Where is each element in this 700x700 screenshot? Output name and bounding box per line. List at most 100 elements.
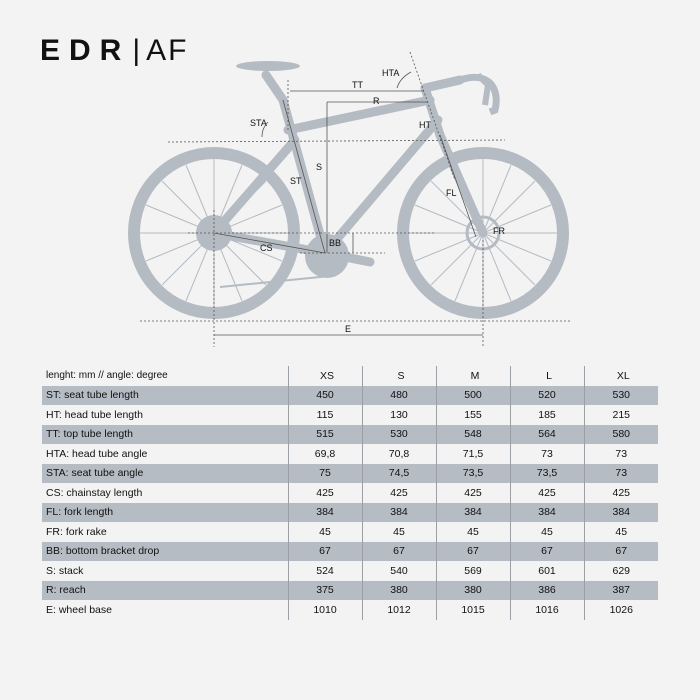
unit-note: lenght: mm // angle: degree [46,370,168,382]
row-label: TT: top tube length [42,424,288,444]
chainring [305,234,349,278]
cell-value: 45 [583,522,658,542]
cell-value: 387 [583,580,658,600]
cell-value: 71,5 [435,444,510,464]
cell-value: 215 [583,405,658,425]
table-row: S: stack 524 540 569 601 629 [42,561,658,581]
size-header-m: M [435,366,510,386]
size-header-xl: XL [583,366,658,386]
cell-value: 540 [361,561,436,581]
cell-value: 425 [435,483,510,503]
cell-value: 380 [361,580,436,600]
title-separator: | [132,34,141,67]
cell-value: 524 [287,561,362,581]
cell-value: 45 [435,522,510,542]
row-label: STA: seat tube angle [42,463,288,483]
cell-value: 1010 [287,600,362,620]
seatstay [209,135,300,238]
cell-value: 384 [583,502,658,522]
label-fl: FL [446,188,457,198]
label-ht: HT [419,120,431,130]
row-label: FL: fork length [42,502,288,522]
seatpost [261,70,288,105]
top-tube [283,95,435,135]
row-label: S: stack [46,564,84,577]
label-tt: TT [352,80,363,90]
table-header-row: lenght: mm // angle: degree XS S M L XL [42,366,658,386]
label-sta: STA [250,118,267,128]
size-header-s: S [361,366,436,386]
cell-value: 384 [435,502,510,522]
cell-value: 73 [583,463,658,483]
size-header-xs: XS [287,366,362,386]
dimension-labels: TT R HTA STA HT S ST FL FR CS BB E [250,68,505,334]
cell-value: 384 [509,502,584,522]
cell-value: 450 [287,385,362,405]
table-row: HT: head tube length 115 130 155 185 215 [42,405,658,425]
label-cs: CS [260,243,273,253]
model-name: AF [146,34,189,67]
cell-value: 629 [583,561,658,581]
label-e: E [345,324,351,334]
table-row: FL: fork length 384 384 384 384 384 [42,502,658,522]
cell-value: 73,5 [435,463,510,483]
bike-geometry-diagram: TT R HTA STA HT S ST FL FR CS BB E [128,51,570,347]
fork [435,130,488,238]
cell-value: 375 [287,580,362,600]
row-label: R: reach [42,580,288,600]
cell-value: 480 [361,385,436,405]
stem [420,75,465,93]
cell-value: 425 [287,483,362,503]
cell-value: 384 [361,502,436,522]
cell-value: 67 [361,541,436,561]
row-label: CS: chainstay length [46,486,143,499]
table-row: FR: fork rake 45 45 45 45 45 [42,522,658,542]
cell-value: 67 [583,541,658,561]
brake-hood [475,72,492,106]
handlebar-drop [458,73,500,116]
cell-value: 425 [509,483,584,503]
table-row: TT: top tube length 515 530 548 564 580 [42,424,658,444]
head-tube [420,83,445,140]
cell-value: 530 [583,385,658,405]
cell-value: 601 [509,561,584,581]
geometry-table: lenght: mm // angle: degree XS S M L XL … [42,366,658,620]
chain [219,275,331,288]
table-row: R: reach 375 380 380 386 387 [42,580,658,600]
cell-value: 564 [509,424,584,444]
cell-value: 45 [287,522,362,542]
cell-value: 45 [509,522,584,542]
cell-value: 115 [287,405,362,425]
cell-value: 500 [435,385,510,405]
down-tube [320,115,443,258]
cell-value: 425 [583,483,658,503]
row-label: ST: seat tube length [42,385,288,405]
row-label: E: wheel base [46,603,112,616]
label-bb: BB [329,238,341,248]
label-r: R [373,96,380,106]
cell-value: 386 [509,580,584,600]
row-label: HT: head tube length [46,408,143,421]
cell-value: 130 [361,405,436,425]
label-s: S [316,162,322,172]
table-row: BB: bottom bracket drop 67 67 67 67 67 [42,541,658,561]
cell-value: 185 [509,405,584,425]
cell-value: 569 [435,561,510,581]
cell-value: 70,8 [361,444,436,464]
cell-value: 74,5 [361,463,436,483]
dimension-lines [140,51,570,347]
cell-value: 73,5 [509,463,584,483]
size-header-l: L [509,366,584,386]
label-fr: FR [493,226,505,236]
cell-value: 1026 [583,600,658,620]
cell-value: 530 [361,424,436,444]
table-row: CS: chainstay length 425 425 425 425 425 [42,483,658,503]
cell-value: 67 [509,541,584,561]
row-label: HTA: head tube angle [46,447,148,460]
cell-value: 73 [509,444,584,464]
cell-value: 69,8 [287,444,362,464]
table-row: E: wheel base 1010 1012 1015 1016 1026 [42,600,658,620]
cell-value: 580 [583,424,658,444]
row-label: FR: fork rake [46,525,107,538]
table-row: HTA: head tube angle 69,8 70,8 71,5 73 73 [42,444,658,464]
